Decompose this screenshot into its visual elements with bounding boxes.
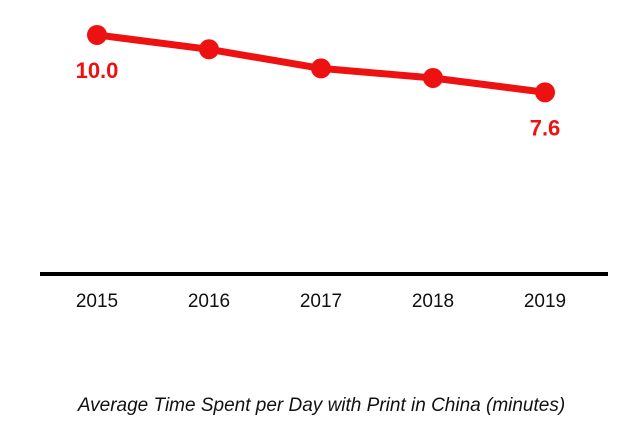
x-tick-label-2018: 2018 bbox=[412, 291, 454, 312]
chart-marks bbox=[87, 24, 555, 103]
data-point-2017 bbox=[311, 58, 331, 79]
x-tick-labels: 2015 2016 2017 2018 2019 bbox=[76, 291, 566, 312]
data-point-2018 bbox=[423, 67, 443, 88]
data-labels: 10.0 7.6 bbox=[76, 58, 561, 140]
data-label-2019: 7.6 bbox=[530, 115, 561, 140]
x-tick-label-2017: 2017 bbox=[300, 291, 342, 312]
data-point-2019 bbox=[535, 82, 555, 103]
x-tick-label-2016: 2016 bbox=[188, 291, 230, 312]
data-point-2016 bbox=[199, 39, 219, 60]
data-label-2015: 10.0 bbox=[76, 58, 119, 83]
data-point-2015 bbox=[87, 24, 107, 45]
chart-caption: Average Time Spent per Day with Print in… bbox=[77, 395, 566, 416]
x-tick-label-2015: 2015 bbox=[76, 291, 118, 312]
x-tick-label-2019: 2019 bbox=[524, 291, 566, 312]
